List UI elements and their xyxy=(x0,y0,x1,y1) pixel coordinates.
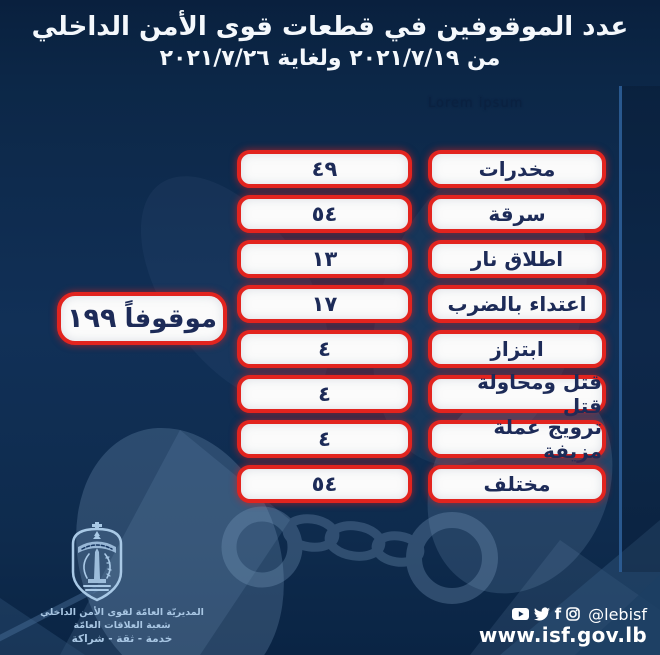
twitter-icon xyxy=(533,607,550,621)
value-pill: ١٧ xyxy=(237,285,412,323)
org-name-line-1: المديريّة العامّة لقوى الأمن الداخلي xyxy=(40,607,204,618)
value-pill: ٥٤ xyxy=(237,465,412,503)
total-value: ١٩٩ xyxy=(67,303,117,334)
instagram-icon xyxy=(566,607,580,621)
website-url: www.isf.gov.lb xyxy=(478,623,647,647)
table-row: ٤ قتل ومحاولة قتل xyxy=(237,370,606,418)
org-motto: خدمة - ثقة - شراكة xyxy=(71,633,173,645)
table-row: ٥٤ مختلف xyxy=(237,465,606,503)
value-pill: ٤ xyxy=(237,330,412,368)
category-pill: مخدرات xyxy=(428,150,606,188)
youtube-icon xyxy=(511,608,529,620)
value-pill: ٤ xyxy=(237,375,412,413)
social-handle: @lebisf xyxy=(588,604,647,624)
table-row: ٤ ترويج عملة مزيفة xyxy=(237,415,606,463)
value-pill: ١٣ xyxy=(237,240,412,278)
total-unit-label: موقوفاً xyxy=(124,303,217,334)
table-row: ١٧ اعتداء بالضرب xyxy=(237,285,606,323)
social-icons-row: f @lebisf xyxy=(479,604,647,624)
page-title: عدد الموقوفين في قطعات قوى الأمن الداخلي… xyxy=(0,10,660,74)
stats-table: ٤٩ مخدرات ٥٤ سرقة ١٣ اطلاق نار ١٧ اعتداء… xyxy=(237,150,606,510)
table-row: ١٣ اطلاق نار xyxy=(237,240,606,278)
faint-lorem-watermark: Lorem ipsum xyxy=(428,96,524,111)
category-pill: مختلف xyxy=(428,465,606,503)
value-pill: ٤٩ xyxy=(237,150,412,188)
vertical-accent-line xyxy=(619,86,622,572)
title-line-2: من ٢٠٢١/٧/١٩ ولغاية ٢٠٢١/٧/٢٦ xyxy=(159,46,501,71)
table-row: ٤ ابتزاز xyxy=(237,330,606,368)
category-pill: سرقة xyxy=(428,195,606,233)
org-name-line-2: شعبة العلاقات العامّة xyxy=(73,620,171,631)
category-pill: ابتزاز xyxy=(428,330,606,368)
total-pill: ١٩٩ موقوفاً xyxy=(57,292,227,345)
facebook-icon: f xyxy=(554,605,562,623)
social-footer: f @lebisf www.isf.gov.lb xyxy=(478,604,647,648)
category-pill: اطلاق نار xyxy=(428,240,606,278)
value-pill: ٥٤ xyxy=(237,195,412,233)
table-row: ٥٤ سرقة xyxy=(237,195,606,233)
value-pill: ٤ xyxy=(237,420,412,458)
category-pill: اعتداء بالضرب xyxy=(428,285,606,323)
category-pill: ترويج عملة مزيفة xyxy=(428,415,606,463)
isf-badge-icon xyxy=(71,522,123,602)
title-line-1: عدد الموقوفين في قطعات قوى الأمن الداخلي xyxy=(31,12,629,42)
category-pill: قتل ومحاولة قتل xyxy=(428,370,606,418)
isf-logo-block: المديريّة العامّة لقوى الأمن الداخلي شعب… xyxy=(22,522,222,647)
table-row: ٤٩ مخدرات xyxy=(237,150,606,188)
right-margin-shade xyxy=(622,86,660,572)
